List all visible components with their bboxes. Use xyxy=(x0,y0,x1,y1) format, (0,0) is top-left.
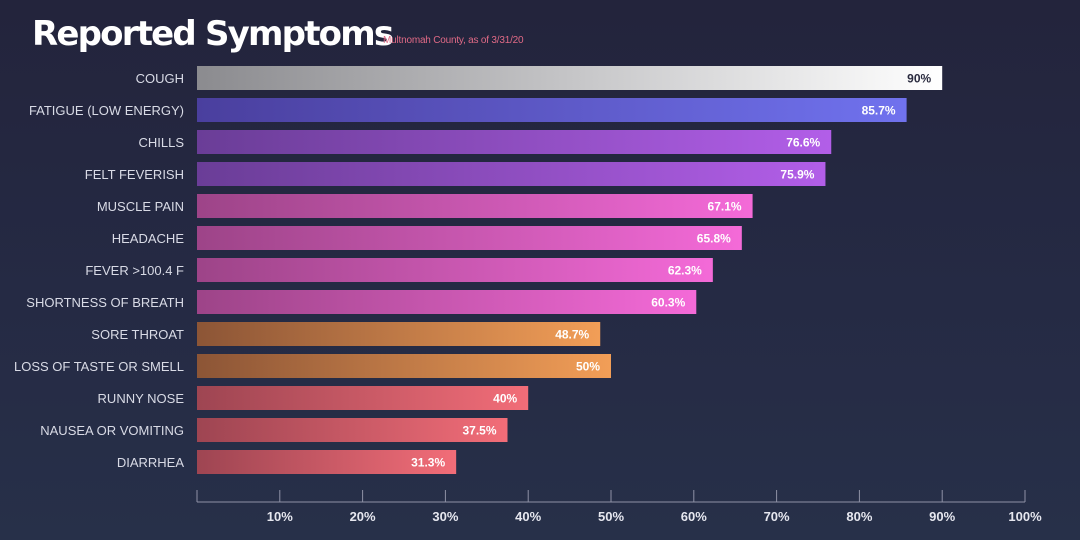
bar xyxy=(197,322,601,346)
value-label: 40% xyxy=(493,392,517,406)
value-label: 48.7% xyxy=(555,328,589,342)
category-label: COUGH xyxy=(136,71,184,86)
bar xyxy=(197,418,508,442)
category-label: LOSS OF TASTE OR SMELL xyxy=(14,359,184,374)
value-label: 31.3% xyxy=(411,456,445,470)
category-label: FATIGUE (LOW ENERGY) xyxy=(29,103,184,118)
x-tick-label: 70% xyxy=(764,509,790,524)
value-label: 76.6% xyxy=(786,136,820,150)
bar xyxy=(197,130,832,154)
x-tick-label: 20% xyxy=(350,509,376,524)
category-label: DIARRHEA xyxy=(117,455,185,470)
value-label: 50% xyxy=(576,360,600,374)
value-label: 67.1% xyxy=(708,200,742,214)
x-tick-label: 50% xyxy=(598,509,624,524)
category-label: FELT FEVERISH xyxy=(85,167,184,182)
category-label: CHILLS xyxy=(138,135,184,150)
x-tick-label: 30% xyxy=(432,509,458,524)
category-label: FEVER >100.4 F xyxy=(85,263,184,278)
bar xyxy=(197,162,826,186)
chart-subtitle: Multnomah County, as of 3/31/20 xyxy=(383,35,524,46)
bar xyxy=(197,258,713,282)
category-label: RUNNY NOSE xyxy=(98,391,185,406)
category-label: MUSCLE PAIN xyxy=(97,199,184,214)
x-tick-label: 90% xyxy=(929,509,955,524)
category-label: SORE THROAT xyxy=(91,327,184,342)
category-label: SHORTNESS OF BREATH xyxy=(26,295,184,310)
x-axis: 10% 20% 30% 40% 50% 60% 70% 80% 90% 100% xyxy=(196,490,1042,524)
x-tick-label: 100% xyxy=(1008,509,1042,524)
x-tick-label: 40% xyxy=(515,509,541,524)
category-label: HEADACHE xyxy=(112,231,185,246)
value-label: 62.3% xyxy=(668,264,702,278)
bar xyxy=(197,226,742,250)
bar xyxy=(197,194,753,218)
bar xyxy=(197,386,529,410)
category-label: NAUSEA OR VOMITING xyxy=(40,423,184,438)
chart-title: Reported Symptoms xyxy=(32,14,394,54)
value-label: 65.8% xyxy=(697,232,731,246)
bar-group: COUGH 90% FATIGUE (LOW ENERGY) 85.7% CHILLS 7… xyxy=(14,66,943,474)
value-label: 90% xyxy=(907,72,931,86)
x-tick-label: 10% xyxy=(267,509,293,524)
bar xyxy=(197,66,943,90)
bar xyxy=(197,290,697,314)
value-label: 37.5% xyxy=(462,424,496,438)
bar xyxy=(197,98,907,122)
x-tick-label: 60% xyxy=(681,509,707,524)
bar xyxy=(197,450,457,474)
value-label: 60.3% xyxy=(651,296,685,310)
value-label: 75.9% xyxy=(780,168,814,182)
value-label: 85.7% xyxy=(862,104,896,118)
bar xyxy=(197,354,611,378)
x-tick-label: 80% xyxy=(846,509,872,524)
